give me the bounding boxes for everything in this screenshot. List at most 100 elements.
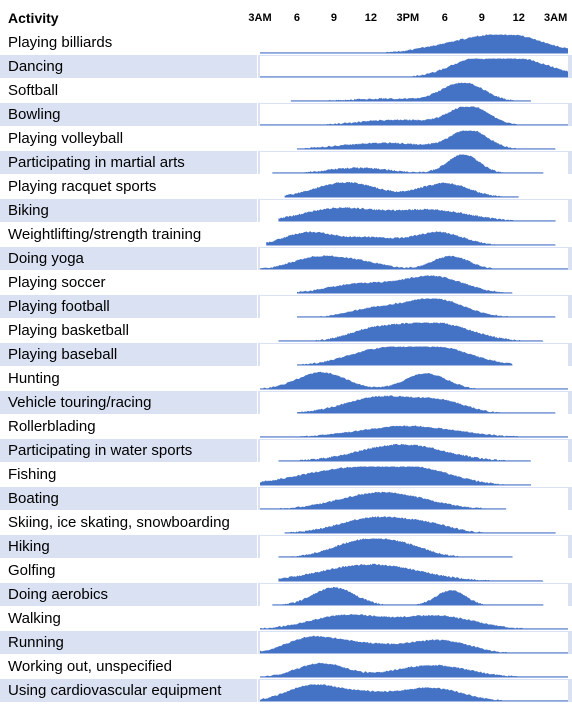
activity-sparkline (290, 82, 531, 102)
activity-area (278, 443, 531, 462)
activity-row: Walking (0, 606, 572, 631)
activity-sparkline (278, 207, 556, 222)
activity-label: Vehicle touring/racing (8, 394, 152, 411)
activity-label: Playing basketball (8, 322, 129, 339)
activity-sparkline (260, 58, 568, 78)
activity-row: Biking (0, 198, 572, 223)
activity-label: Playing football (8, 298, 110, 315)
activity-sparkline (278, 563, 544, 582)
activity-label: Playing baseball (8, 346, 118, 363)
activity-sparkline (260, 255, 568, 270)
activity-area (284, 181, 519, 198)
activity-area (278, 563, 544, 582)
activity-label: Hunting (8, 370, 60, 387)
activity-row: Playing volleyball (0, 126, 572, 151)
activity-label: Golfing (8, 562, 56, 579)
activity-label: Dancing (8, 58, 64, 75)
activity-sparkline (260, 491, 507, 510)
activity-area (290, 82, 531, 102)
activity-sparkline (297, 298, 556, 318)
activity-area (260, 491, 507, 510)
activity-label: Playing volleyball (8, 130, 124, 147)
activity-sparkline (297, 346, 513, 366)
activity-sparkline (260, 662, 568, 678)
activity-sparkline (260, 425, 568, 438)
activity-label: Working out, unspecified (8, 658, 172, 675)
activity-sparkline (272, 154, 544, 174)
activity-area (260, 425, 568, 438)
activity-row: Softball (0, 78, 572, 103)
activity-area (260, 371, 568, 390)
activity-label: Using cardiovascular equipment (8, 682, 222, 699)
activity-sparkline (284, 181, 519, 198)
activity-area (272, 154, 544, 174)
activity-row: Doing aerobics (0, 582, 572, 607)
activity-sparkline (260, 466, 531, 486)
activity-row: Dancing (0, 54, 572, 79)
activity-sparkline (266, 231, 556, 246)
activity-area (260, 255, 568, 270)
activity-label: Hiking (8, 538, 50, 555)
activity-row: Participating in water sports (0, 438, 572, 463)
activity-area (297, 130, 556, 150)
activity-sparkline (260, 635, 568, 654)
activity-label: Playing billiards (8, 34, 113, 51)
activity-label: Softball (8, 82, 59, 99)
activity-row: Working out, unspecified (0, 654, 572, 679)
activity-label: Playing racquet sports (8, 178, 157, 195)
activity-sparkline (278, 538, 513, 558)
activity-label: Doing aerobics (8, 586, 109, 603)
activity-row: Skiing, ice skating, snowboarding (0, 510, 572, 535)
activity-row: Playing baseball (0, 342, 572, 367)
activity-row: Playing soccer (0, 270, 572, 295)
activity-area (260, 34, 568, 54)
chart-header: Activity 3AM 6 9 12 3PM 6 9 12 3AM (0, 6, 572, 30)
activity-area (297, 346, 513, 366)
activity-row: Boating (0, 486, 572, 511)
activity-sparkline (278, 322, 544, 342)
activity-row: Bowling (0, 102, 572, 127)
activity-sparkline (297, 130, 556, 150)
activity-row: Playing football (0, 294, 572, 319)
activity-row: Vehicle touring/racing (0, 390, 572, 415)
time-tick-label: 6 (441, 12, 448, 24)
activity-area (260, 466, 531, 486)
activity-row: Playing basketball (0, 318, 572, 343)
activity-area (260, 613, 568, 630)
activity-column-header: Activity (8, 10, 59, 26)
activity-label: Walking (8, 610, 61, 627)
activity-label: Participating in water sports (8, 442, 193, 459)
activity-area (260, 635, 568, 654)
activity-sparkline (260, 106, 568, 126)
activity-row: Doing yoga (0, 246, 572, 271)
time-tick-label: 3AM (544, 12, 568, 24)
activity-sparkline (260, 684, 568, 702)
activity-label: Biking (8, 202, 49, 219)
activity-sparkline (272, 586, 544, 606)
activity-sparkline (260, 34, 568, 54)
activity-row: Fishing (0, 462, 572, 487)
activity-row: Playing billiards (0, 30, 572, 55)
activity-label: Fishing (8, 466, 57, 483)
activity-area (272, 586, 544, 606)
time-tick-label: 12 (364, 12, 377, 24)
activity-label: Running (8, 634, 64, 651)
activity-area (260, 106, 568, 126)
activity-sparkline (284, 516, 556, 534)
activity-label: Weightlifting/strength training (8, 226, 202, 243)
activity-area (297, 298, 556, 318)
activity-label: Participating in martial arts (8, 154, 185, 171)
activity-row: Using cardiovascular equipment (0, 678, 572, 703)
activity-row: Participating in martial arts (0, 150, 572, 175)
activity-row: Hunting (0, 366, 572, 391)
activity-label: Skiing, ice skating, snowboarding (8, 514, 230, 531)
activity-label: Bowling (8, 106, 61, 123)
time-tick-label: 9 (478, 12, 485, 24)
activity-label: Boating (8, 490, 59, 507)
time-tick-label: 12 (512, 12, 525, 24)
activity-sparkline (260, 613, 568, 630)
activity-area (260, 662, 568, 678)
activity-area (260, 684, 568, 702)
activity-label: Playing soccer (8, 274, 106, 291)
